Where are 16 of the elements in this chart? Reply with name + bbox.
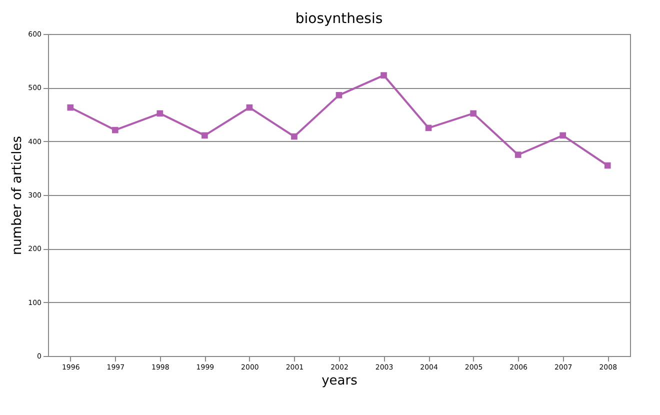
point bbox=[560, 132, 566, 139]
point bbox=[112, 126, 118, 134]
point bbox=[67, 104, 74, 111]
point bbox=[604, 162, 611, 169]
chart-title: biosynthesis bbox=[295, 11, 383, 27]
point bbox=[156, 110, 164, 117]
point bbox=[246, 104, 253, 111]
point bbox=[202, 132, 208, 139]
point bbox=[336, 92, 342, 98]
point bbox=[425, 124, 432, 132]
y-axis-title: number of articles bbox=[10, 136, 26, 256]
point bbox=[380, 72, 387, 78]
point bbox=[291, 133, 298, 140]
point bbox=[470, 110, 476, 117]
x-axis-title: years bbox=[322, 374, 358, 388]
point bbox=[514, 152, 522, 158]
